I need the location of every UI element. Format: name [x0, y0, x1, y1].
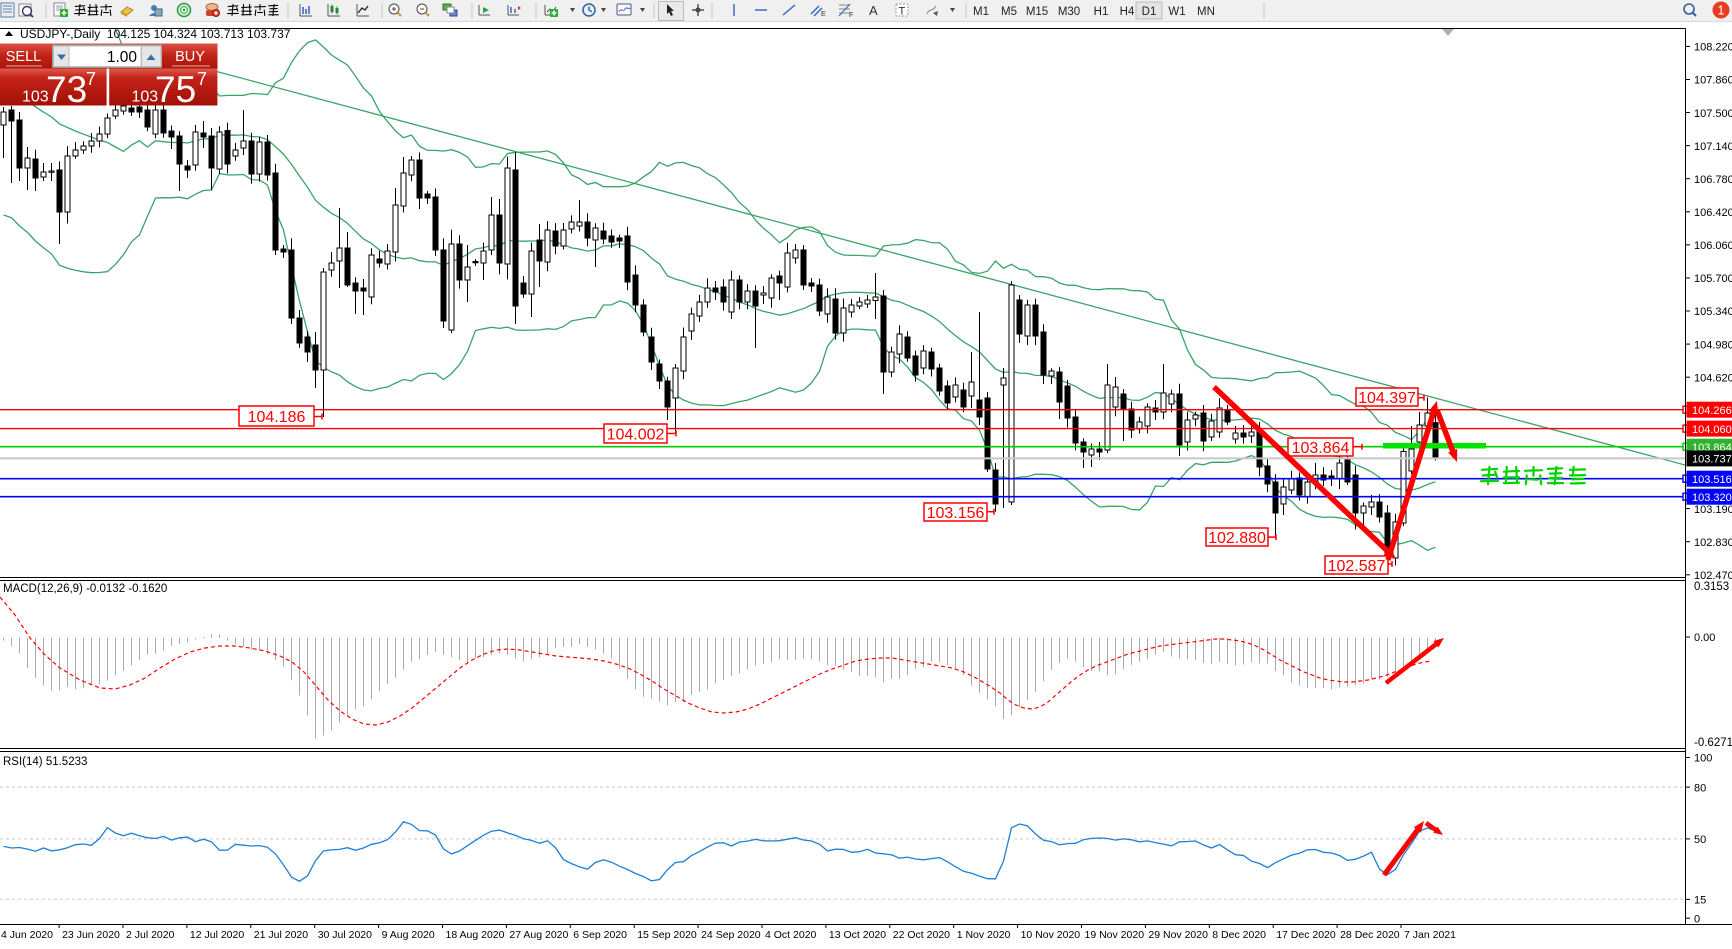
svg-text:104.060: 104.060 [1692, 424, 1732, 436]
svg-text:4 Oct 2020: 4 Oct 2020 [765, 929, 817, 941]
svg-text:104.002: 104.002 [607, 427, 665, 444]
svg-text:0: 0 [1694, 913, 1700, 925]
svg-text:108.220: 108.220 [1694, 42, 1732, 54]
svg-text:W1: W1 [1168, 6, 1185, 18]
svg-text:75: 75 [155, 69, 196, 110]
svg-text:13 Oct 2020: 13 Oct 2020 [829, 929, 886, 941]
svg-text:E: E [821, 11, 826, 18]
svg-text:107.140: 107.140 [1694, 141, 1732, 153]
svg-text:104.266: 104.266 [1692, 405, 1732, 417]
svg-text:7: 7 [86, 69, 96, 89]
svg-text:1 Nov 2020: 1 Nov 2020 [957, 929, 1011, 941]
svg-text:19 Nov 2020: 19 Nov 2020 [1085, 929, 1145, 941]
svg-text:18 Aug 2020: 18 Aug 2020 [446, 929, 505, 941]
svg-text:107.500: 107.500 [1694, 108, 1732, 120]
svg-text:2 Jul 2020: 2 Jul 2020 [126, 929, 175, 941]
svg-text:M15: M15 [1026, 6, 1048, 18]
svg-text:0.3153: 0.3153 [1694, 581, 1729, 593]
svg-text:4 Jun 2020: 4 Jun 2020 [1, 929, 53, 941]
svg-text:102.880: 102.880 [1208, 530, 1266, 547]
svg-text:12 Jul 2020: 12 Jul 2020 [190, 929, 244, 941]
svg-text:1: 1 [1718, 4, 1725, 18]
svg-text:1.00: 1.00 [107, 49, 138, 66]
svg-text:50: 50 [1694, 834, 1706, 846]
svg-text:103.156: 103.156 [927, 505, 985, 522]
svg-text:M5: M5 [1001, 6, 1017, 18]
svg-text:105.700: 105.700 [1694, 273, 1732, 285]
svg-text:17 Dec 2020: 17 Dec 2020 [1276, 929, 1336, 941]
svg-text:F: F [849, 12, 853, 19]
svg-text:27 Aug 2020: 27 Aug 2020 [509, 929, 568, 941]
svg-text:107.860: 107.860 [1694, 75, 1732, 87]
svg-text:MN: MN [1197, 6, 1215, 18]
svg-text:104.397: 104.397 [1358, 390, 1416, 407]
svg-text:100: 100 [1694, 753, 1712, 765]
svg-text:D1: D1 [1142, 6, 1157, 18]
svg-text:10 Nov 2020: 10 Nov 2020 [1021, 929, 1081, 941]
svg-text:103: 103 [22, 89, 49, 106]
svg-text:H4: H4 [1120, 6, 1135, 18]
svg-text:22 Oct 2020: 22 Oct 2020 [893, 929, 950, 941]
svg-text:73: 73 [46, 69, 87, 110]
svg-text:104.620: 104.620 [1694, 372, 1732, 384]
svg-text:BUY: BUY [175, 49, 205, 65]
svg-text:23 Jun 2020: 23 Jun 2020 [62, 929, 120, 941]
svg-text:103.320: 103.320 [1692, 492, 1732, 504]
svg-text:9 Aug 2020: 9 Aug 2020 [382, 929, 435, 941]
svg-text:RSI(14) 51.5233: RSI(14) 51.5233 [3, 756, 87, 768]
svg-text:H1: H1 [1094, 6, 1109, 18]
svg-text:15: 15 [1694, 895, 1706, 907]
svg-text:102.830: 102.830 [1694, 537, 1732, 549]
svg-text:8 Dec 2020: 8 Dec 2020 [1212, 929, 1266, 941]
svg-text:M30: M30 [1058, 6, 1080, 18]
svg-text:MACD(12,26,9) -0.0132 -0.1620: MACD(12,26,9) -0.0132 -0.1620 [3, 583, 167, 595]
svg-text:28 Dec 2020: 28 Dec 2020 [1340, 929, 1400, 941]
svg-text:103.737: 103.737 [1692, 454, 1732, 466]
svg-text:7 Jan 2021: 7 Jan 2021 [1404, 929, 1456, 941]
svg-text:106.060: 106.060 [1694, 240, 1732, 252]
svg-text:24 Sep 2020: 24 Sep 2020 [701, 929, 761, 941]
svg-text:SELL: SELL [6, 49, 41, 65]
svg-text:M1: M1 [973, 6, 989, 18]
svg-text:106.420: 106.420 [1694, 207, 1732, 219]
svg-text:103.190: 103.190 [1694, 504, 1732, 516]
svg-text:80: 80 [1694, 782, 1706, 794]
svg-text:104.186: 104.186 [248, 409, 306, 426]
svg-text:T: T [899, 6, 906, 18]
svg-text:21 Jul 2020: 21 Jul 2020 [254, 929, 308, 941]
svg-text:-0.6271: -0.6271 [1694, 737, 1732, 749]
svg-text:105.340: 105.340 [1694, 306, 1732, 318]
svg-text:15 Sep 2020: 15 Sep 2020 [637, 929, 697, 941]
svg-text:USDJPY-,Daily 104.125 104.324: USDJPY-,Daily 104.125 104.324 103.713 10… [20, 27, 291, 41]
svg-text:30 Jul 2020: 30 Jul 2020 [318, 929, 372, 941]
svg-text:0.00: 0.00 [1694, 632, 1715, 644]
svg-text:106.780: 106.780 [1694, 174, 1732, 186]
svg-text:29 Nov 2020: 29 Nov 2020 [1148, 929, 1208, 941]
svg-text:102.587: 102.587 [1328, 558, 1386, 575]
svg-text:6 Sep 2020: 6 Sep 2020 [573, 929, 627, 941]
svg-text:7: 7 [197, 69, 207, 89]
svg-text:104.980: 104.980 [1694, 339, 1732, 351]
svg-text:A: A [869, 3, 878, 18]
svg-text:103.864: 103.864 [1292, 440, 1350, 457]
svg-text:103.516: 103.516 [1692, 474, 1732, 486]
